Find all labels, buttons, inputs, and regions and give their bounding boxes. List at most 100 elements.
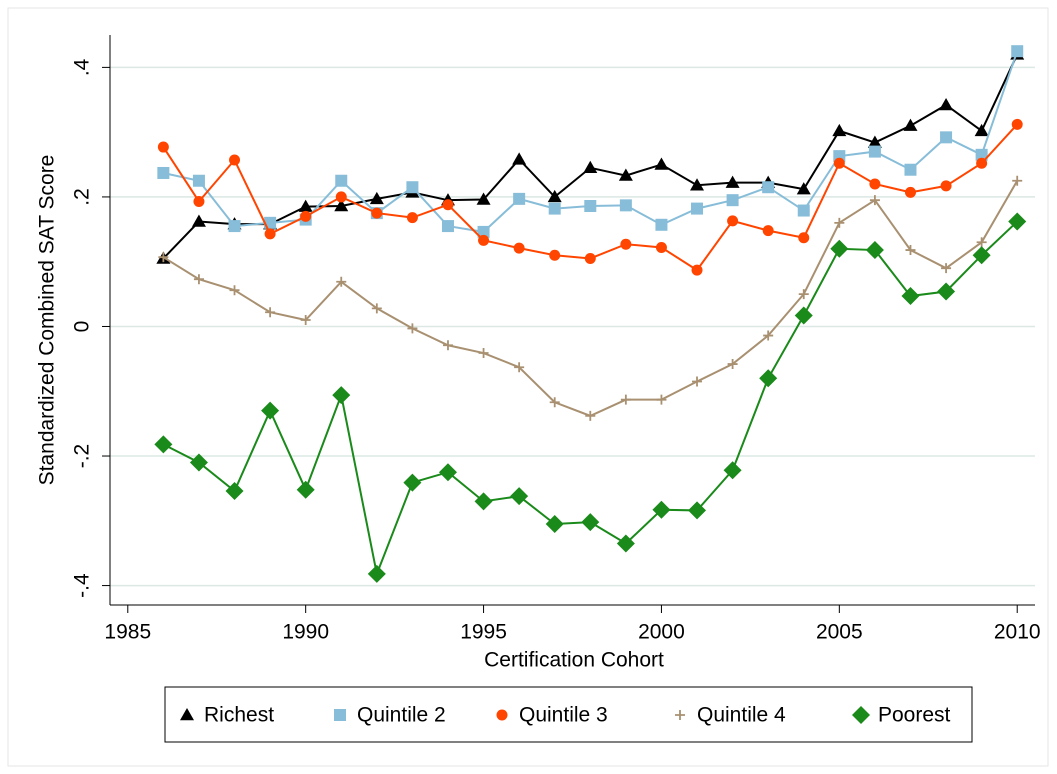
marker (762, 181, 775, 194)
marker (620, 238, 632, 250)
marker (1011, 45, 1024, 58)
marker (335, 174, 348, 187)
marker (976, 157, 988, 169)
marker (868, 145, 881, 158)
y-axis-title: Standardized Combined SAT Score (36, 155, 59, 486)
marker (474, 492, 493, 511)
marker (510, 487, 529, 506)
marker (941, 263, 952, 274)
marker (300, 210, 312, 222)
marker (228, 220, 241, 233)
marker (371, 207, 383, 219)
marker (477, 225, 490, 238)
marker (513, 192, 526, 205)
legend-label: Poorest (878, 704, 951, 727)
marker (616, 534, 635, 553)
marker (940, 131, 953, 144)
marker (154, 435, 173, 454)
x-tick-label: 1990 (282, 621, 329, 644)
marker (265, 307, 276, 318)
legend-marker (180, 708, 194, 721)
legend-box (164, 686, 973, 743)
marker (584, 200, 597, 212)
marker (547, 189, 562, 203)
y-tick-label: .4 (71, 58, 94, 76)
marker (691, 202, 704, 215)
marker (652, 500, 671, 519)
marker (157, 141, 169, 153)
marker (690, 178, 705, 191)
marker (762, 225, 774, 237)
marker (193, 195, 205, 207)
marker (865, 241, 884, 260)
frame (7, 7, 1049, 767)
marker (618, 168, 633, 181)
marker (225, 482, 244, 500)
marker (869, 178, 881, 190)
marker (833, 157, 845, 169)
marker (300, 315, 311, 325)
marker (940, 180, 952, 192)
marker (548, 202, 561, 215)
marker (158, 252, 169, 263)
marker (478, 348, 489, 359)
marker (727, 359, 738, 370)
marker (513, 242, 525, 254)
x-tick-label: 1995 (460, 621, 507, 644)
legend-marker (334, 709, 346, 721)
marker (794, 306, 813, 325)
marker (798, 232, 810, 244)
marker (261, 401, 280, 420)
y-tick-label: .2 (71, 188, 94, 206)
marker (655, 218, 668, 231)
marker (726, 194, 739, 207)
marker (369, 191, 384, 205)
marker (1012, 175, 1023, 186)
marker (229, 154, 241, 166)
marker (725, 175, 740, 188)
marker (191, 214, 206, 227)
marker (727, 215, 739, 227)
legend-marker (675, 710, 685, 720)
marker (905, 245, 916, 256)
marker (407, 323, 418, 334)
legend-label: Richest (204, 704, 274, 727)
marker (335, 191, 347, 203)
marker (619, 199, 632, 212)
marker (692, 376, 703, 387)
marker (763, 330, 774, 341)
marker (583, 160, 598, 174)
marker (334, 199, 349, 212)
marker (796, 182, 811, 195)
marker (403, 473, 422, 492)
marker (584, 252, 596, 264)
marker (157, 166, 170, 179)
marker (620, 394, 631, 405)
x-tick-label: 2010 (994, 621, 1041, 644)
legend-label: Quintile 4 (697, 704, 786, 727)
marker (797, 204, 810, 217)
legend-label: Quintile 3 (519, 704, 608, 727)
marker (441, 220, 454, 233)
marker (869, 195, 880, 206)
marker (834, 217, 845, 228)
y-tick-label: -.4 (71, 573, 94, 598)
marker (904, 186, 916, 198)
marker (406, 212, 418, 224)
marker (656, 394, 667, 405)
marker (371, 303, 382, 314)
y-tick-label: 0 (71, 321, 94, 333)
marker (972, 246, 991, 265)
marker (798, 289, 809, 300)
marker (688, 501, 707, 520)
marker (442, 340, 453, 351)
marker (549, 397, 560, 408)
marker (512, 152, 527, 165)
marker (975, 148, 988, 161)
marker (298, 199, 313, 212)
marker (332, 386, 351, 405)
marker (296, 480, 315, 499)
marker (1011, 118, 1023, 130)
marker (442, 199, 454, 211)
